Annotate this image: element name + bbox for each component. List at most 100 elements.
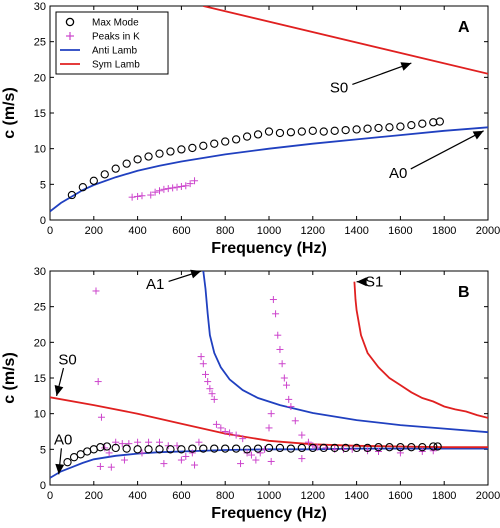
annotation-arrowhead-s1 [356,277,367,287]
max-mode-point [221,444,230,453]
legend-label: Sym Lamb [92,60,140,71]
peak-plus-point [169,184,177,192]
peak-plus-point [105,449,113,457]
peak-plus-point [94,378,102,386]
max-mode-point [286,444,296,453]
annotation-a0: A0 [389,165,407,182]
peak-plus-point [283,381,291,389]
peak-plus-point [120,456,128,464]
x-tick-label: 1600 [388,490,412,502]
legend: Max Mode Peaks in K Anti Lamb Sym Lamb [55,11,169,75]
peak-plus-point [134,192,142,200]
series-line-sym-lamb-s1 [353,281,488,419]
annotation-a1: A1 [146,276,164,293]
max-mode-point [177,445,186,454]
y-tick-label: 20 [34,72,46,84]
peak-plus-point [291,417,299,425]
peak-plus-point [429,447,437,455]
peak-plus-point [206,385,214,393]
annotation-arrowhead-a0 [472,130,484,140]
peak-plus-point [195,438,203,446]
max-mode-point [78,183,87,192]
peak-plus-point [339,445,347,453]
legend-label: Anti Lamb [92,46,137,57]
max-mode-point [341,125,350,135]
peak-plus-point [199,360,207,368]
peak-plus-point [256,449,264,457]
max-mode-point [231,444,241,453]
max-mode-point [96,443,105,452]
x-tick-label: 1200 [301,490,325,502]
max-mode-point [319,443,328,453]
max-mode-point [308,126,317,135]
peak-plus-point [267,457,275,465]
max-mode-point [286,128,296,137]
max-mode-point [352,443,361,453]
peak-plus-point [274,331,282,339]
peak-plus-point [276,345,284,353]
max-mode-point [166,147,175,156]
peak-plus-point [191,461,199,469]
annotation-arrowhead-a0 [55,463,65,475]
x-tick-label: 400 [128,490,146,502]
max-mode-point [177,145,186,154]
max-mode-point [63,458,72,467]
peak-plus-point [197,353,205,361]
max-mode-point [166,445,175,454]
max-mode-point [385,443,394,452]
max-mode-point [242,132,252,141]
peak-plus-point [147,191,155,199]
max-mode-point [188,444,197,453]
x-tick-label: 2000 [476,490,500,502]
max-mode-point [102,442,112,451]
x-axis-label: Frequency (Hz) [211,505,327,522]
annotation-arrowhead-s0 [400,62,412,71]
max-mode-point [418,443,427,452]
peak-plus-point [138,192,146,200]
peak-plus-point [252,456,260,464]
max-mode-point [144,152,153,161]
max-mode-point [264,443,274,453]
max-mode-point [221,137,230,146]
x-tick-label: 600 [172,225,190,237]
max-mode-point [188,143,197,153]
peak-plus-point [204,378,212,386]
max-mode-point [308,443,317,453]
x-tick-label: 2000 [476,225,500,237]
max-mode-point [89,176,98,185]
y-tick-label: 5 [40,444,46,456]
peak-plus-point [237,460,245,468]
legend-label: Max Mode [92,18,139,29]
max-mode-point [242,445,252,454]
peak-plus-point [287,403,295,411]
max-mode-point [122,159,131,168]
legend-label: Peaks in K [92,32,140,43]
peak-plus-point [221,428,229,435]
x-tick-label: 800 [216,490,234,502]
max-mode-point [385,123,394,132]
annotation-arrow-a0 [410,130,484,170]
max-mode-point [111,443,120,453]
peak-plus-point [92,287,100,295]
x-tick-label: 200 [85,225,103,237]
x-axis-label: Frequency (Hz) [211,240,327,257]
peak-plus-point [375,447,382,455]
max-mode-point [199,444,208,453]
peak-plus-point [247,451,255,459]
peak-plus-point [164,185,172,193]
peak-plus-point [160,460,168,468]
max-mode-point [352,125,361,134]
chart-panel-b: 0 200 400 600 800 1000 1200 1400 1600 1800 2000 0 5 1… [1,266,500,522]
max-mode-point [275,128,285,138]
x-tick-label: 1400 [344,490,368,502]
annotation-s0: S0 [330,79,348,96]
data-layer [50,271,488,479]
max-mode-point [363,124,372,133]
y-tick-label: 10 [34,409,46,421]
max-mode-point [374,443,383,452]
max-mode-point [253,444,263,453]
peak-plus-point [156,187,163,195]
x-tick-label: 1800 [432,225,456,237]
peak-plus-point [278,360,286,368]
